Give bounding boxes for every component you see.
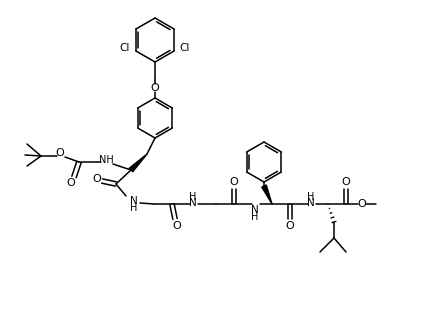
- Text: NH: NH: [98, 155, 113, 165]
- Text: H: H: [251, 212, 259, 222]
- Text: O: O: [358, 199, 366, 209]
- Text: O: O: [286, 221, 294, 231]
- Text: Cl: Cl: [180, 43, 190, 53]
- Text: O: O: [173, 221, 181, 231]
- Text: O: O: [92, 174, 102, 184]
- Text: O: O: [342, 177, 350, 187]
- Text: H: H: [307, 192, 314, 202]
- Text: O: O: [56, 148, 64, 158]
- Text: H: H: [189, 192, 197, 202]
- Text: N: N: [189, 198, 197, 208]
- Text: O: O: [230, 177, 238, 187]
- Text: O: O: [67, 178, 75, 188]
- Polygon shape: [129, 154, 147, 172]
- Text: N: N: [130, 196, 138, 206]
- Text: N: N: [251, 205, 259, 215]
- Text: O: O: [151, 83, 159, 93]
- Text: H: H: [130, 203, 138, 213]
- Text: N: N: [307, 198, 315, 208]
- Text: Cl: Cl: [120, 43, 130, 53]
- Polygon shape: [262, 185, 272, 204]
